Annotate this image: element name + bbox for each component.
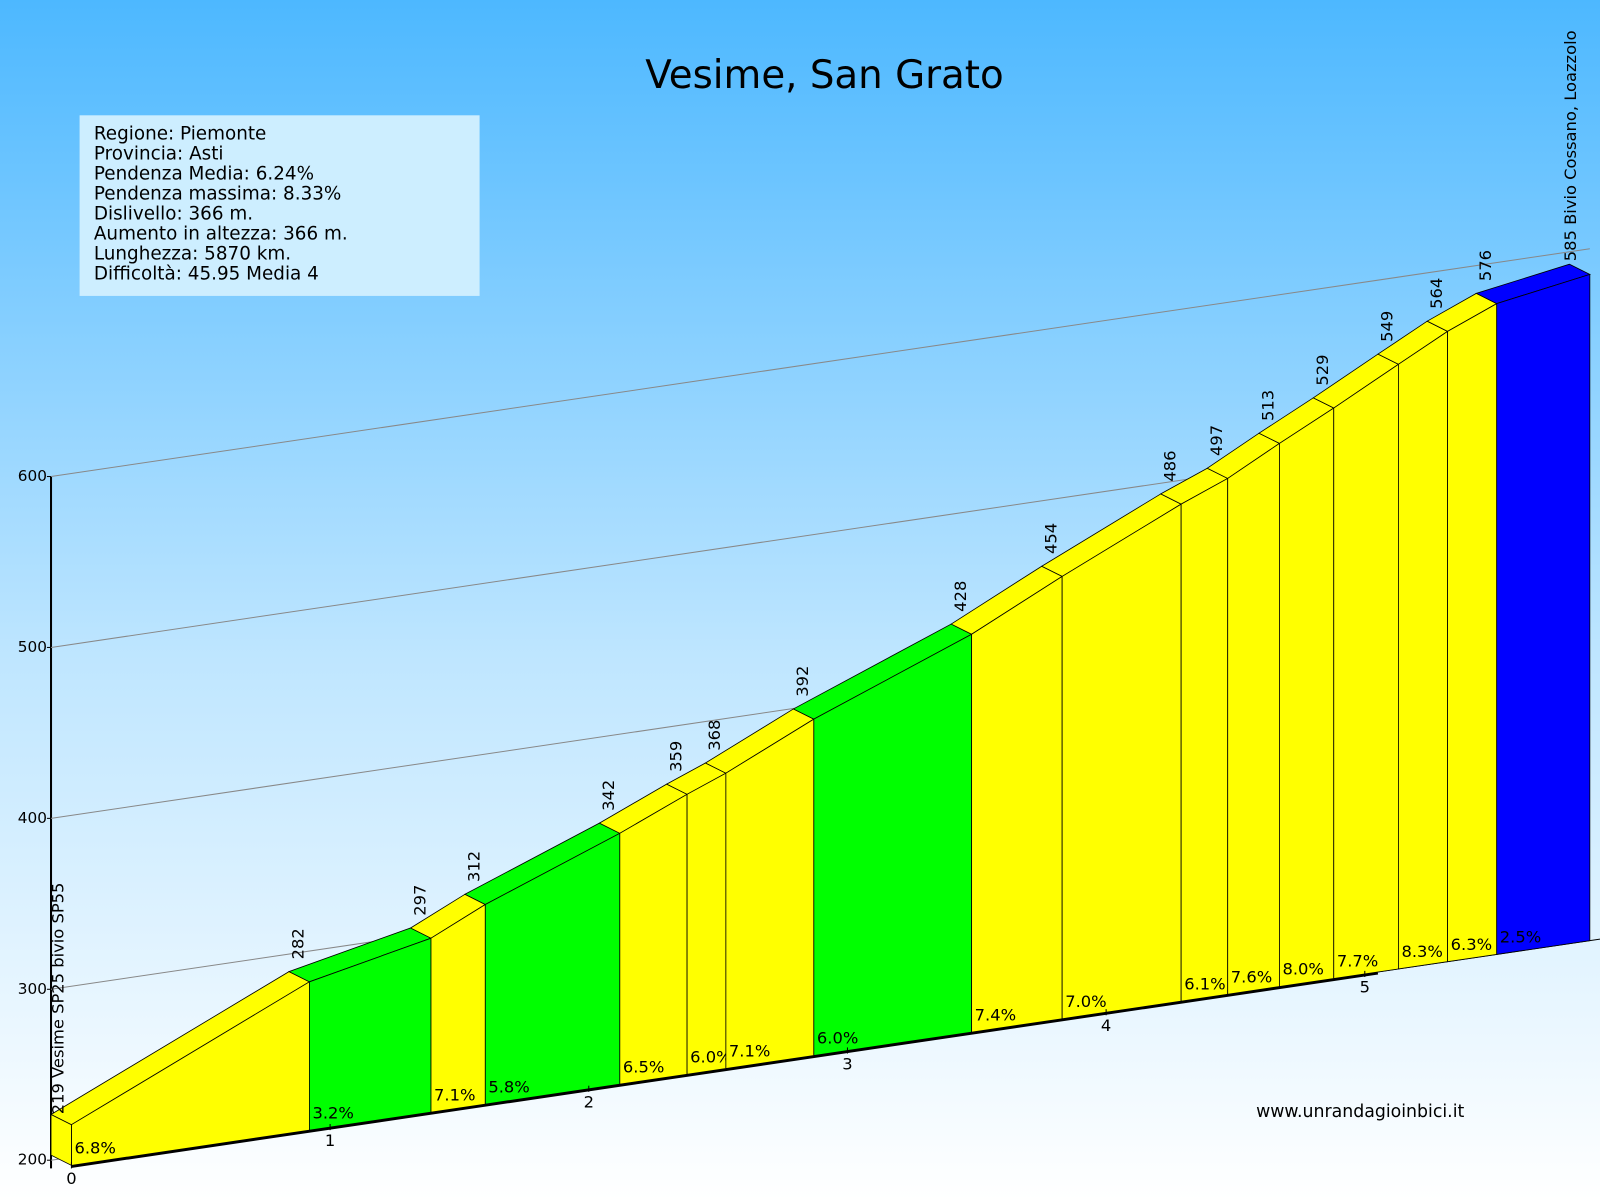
info-line: Pendenza Media: 6.24% bbox=[94, 163, 314, 184]
gradient-label: 6.0% bbox=[817, 1029, 858, 1048]
gradient-label: 6.5% bbox=[623, 1057, 664, 1076]
elevation-label: 486 bbox=[1160, 451, 1179, 482]
info-line: Regione: Piemonte bbox=[94, 123, 266, 144]
segment bbox=[1333, 363, 1399, 979]
segment bbox=[686, 772, 727, 1075]
segment bbox=[1061, 503, 1182, 1020]
segment bbox=[430, 903, 486, 1113]
info-line: Aumento in altezza: 366 m. bbox=[94, 223, 348, 244]
gradient-label: 8.0% bbox=[1282, 960, 1323, 979]
elevation-label: 359 bbox=[666, 741, 685, 772]
segment bbox=[971, 575, 1063, 1033]
segment bbox=[619, 793, 688, 1085]
gradient-label: 6.8% bbox=[74, 1139, 115, 1158]
gradient-label: 7.1% bbox=[729, 1042, 770, 1061]
gradient-label: 7.1% bbox=[434, 1085, 475, 1104]
segment bbox=[1279, 407, 1335, 988]
x-tick-label: 1 bbox=[325, 1131, 335, 1150]
info-line: Dislivello: 366 m. bbox=[94, 203, 253, 224]
y-tick-label: 400 bbox=[18, 809, 47, 827]
gradient-label: 3.2% bbox=[312, 1103, 353, 1122]
elevation-label: 564 bbox=[1427, 278, 1446, 309]
elevation-label: 342 bbox=[599, 780, 618, 811]
x-tick-label: 5 bbox=[1360, 978, 1370, 997]
gradient-label: 6.1% bbox=[1184, 974, 1225, 993]
start-label: 219 Vesime SP25 bivio SP55 bbox=[49, 883, 68, 1115]
gradient-label: 7.0% bbox=[1065, 992, 1106, 1011]
x-tick-label: 2 bbox=[584, 1093, 594, 1112]
gradient-label: 7.7% bbox=[1337, 952, 1378, 971]
segment bbox=[1447, 302, 1498, 963]
info-line: Lunghezza: 5870 km. bbox=[94, 243, 291, 264]
elevation-label: 428 bbox=[951, 581, 970, 612]
segment bbox=[1496, 273, 1591, 955]
elevation-label: 282 bbox=[289, 928, 308, 959]
info-background bbox=[79, 115, 480, 296]
segment bbox=[1227, 442, 1280, 995]
gradient-label: 7.6% bbox=[1231, 967, 1272, 986]
elevation-label: 312 bbox=[465, 851, 484, 882]
gradient-label: 6.0% bbox=[690, 1047, 731, 1066]
elevation-label: 529 bbox=[1313, 354, 1332, 385]
y-tick-label: 200 bbox=[18, 1151, 47, 1169]
x-tick-label: 0 bbox=[66, 1169, 76, 1188]
grid-line bbox=[50, 248, 1590, 478]
elevation-label: 392 bbox=[793, 666, 812, 697]
elevation-label: 497 bbox=[1207, 425, 1226, 456]
gradient-label: 7.4% bbox=[975, 1005, 1016, 1024]
segment bbox=[1180, 477, 1229, 1002]
website: www.unrandagioinbici.it bbox=[1256, 1102, 1464, 1122]
elevation-label: 576 bbox=[1476, 250, 1495, 281]
elevation-label: 513 bbox=[1259, 390, 1278, 421]
y-tick-label: 600 bbox=[18, 467, 47, 485]
gradient-label: 2.5% bbox=[1500, 928, 1541, 947]
segment-side bbox=[50, 1113, 72, 1167]
x-tick-label: 4 bbox=[1101, 1016, 1111, 1035]
chart-title: Vesime, San Grato bbox=[645, 53, 1004, 98]
info-line: Pendenza massima: 8.33% bbox=[94, 183, 342, 204]
end-label: 585 Bivio Cossano, Loazzolo bbox=[1561, 30, 1580, 261]
gradient-label: 6.3% bbox=[1451, 935, 1492, 954]
segment bbox=[1398, 330, 1448, 970]
segment bbox=[725, 718, 815, 1069]
y-tick-label: 300 bbox=[18, 980, 47, 998]
elevation-label: 297 bbox=[410, 885, 429, 916]
elevation-label: 368 bbox=[705, 720, 724, 751]
elevation-label: 549 bbox=[1378, 311, 1397, 342]
info-line: Difficoltà: 45.95 Media 4 bbox=[94, 263, 319, 284]
gradient-label: 5.8% bbox=[488, 1077, 529, 1096]
y-tick-label: 500 bbox=[18, 638, 47, 656]
gradient-label: 8.3% bbox=[1401, 942, 1442, 961]
info-line: Provincia: Asti bbox=[94, 143, 224, 164]
elevation-label: 454 bbox=[1041, 523, 1060, 554]
x-tick-label: 3 bbox=[842, 1054, 852, 1073]
